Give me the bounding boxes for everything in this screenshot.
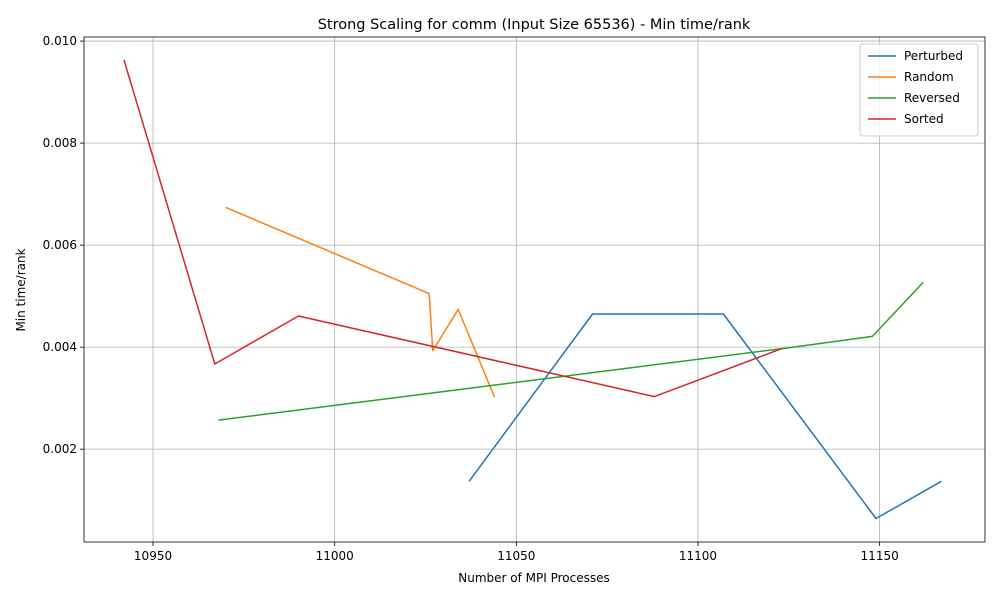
x-axis-label: Number of MPI Processes bbox=[458, 571, 610, 585]
y-axis-label: Min time/rank bbox=[14, 248, 28, 331]
y-tick-label: 0.008 bbox=[43, 136, 77, 150]
legend-box bbox=[859, 43, 979, 137]
series-line-sorted bbox=[123, 59, 782, 398]
x-axis-ticks: 10950 11000 11050 11100 11150 bbox=[134, 542, 899, 563]
series-line-random bbox=[225, 206, 496, 398]
grid-lines bbox=[84, 37, 985, 542]
x-tick-label: 10950 bbox=[134, 549, 172, 563]
legend: Perturbed Random Reversed Sorted bbox=[859, 43, 979, 137]
y-tick-label: 0.004 bbox=[43, 340, 77, 354]
y-axis-ticks: 0.002 0.004 0.006 0.008 0.010 bbox=[43, 34, 84, 456]
chart-title: Strong Scaling for comm (Input Size 6553… bbox=[318, 17, 751, 33]
legend-label-sorted: Sorted bbox=[904, 112, 944, 126]
legend-label-random: Random bbox=[904, 70, 954, 84]
y-tick-label: 0.006 bbox=[43, 238, 77, 252]
x-tick-label: 11100 bbox=[679, 549, 717, 563]
legend-label-reversed: Reversed bbox=[904, 91, 960, 105]
y-tick-label: 0.002 bbox=[43, 442, 77, 456]
legend-label-perturbed: Perturbed bbox=[904, 49, 963, 63]
series-line-perturbed bbox=[468, 313, 942, 520]
series-lines bbox=[123, 59, 942, 520]
series-line-reversed bbox=[218, 281, 924, 421]
plot-frame bbox=[83, 36, 986, 543]
x-tick-label: 11050 bbox=[497, 549, 535, 563]
x-tick-label: 11150 bbox=[861, 549, 899, 563]
x-tick-label: 11000 bbox=[316, 549, 354, 563]
y-tick-label: 0.010 bbox=[43, 34, 77, 48]
